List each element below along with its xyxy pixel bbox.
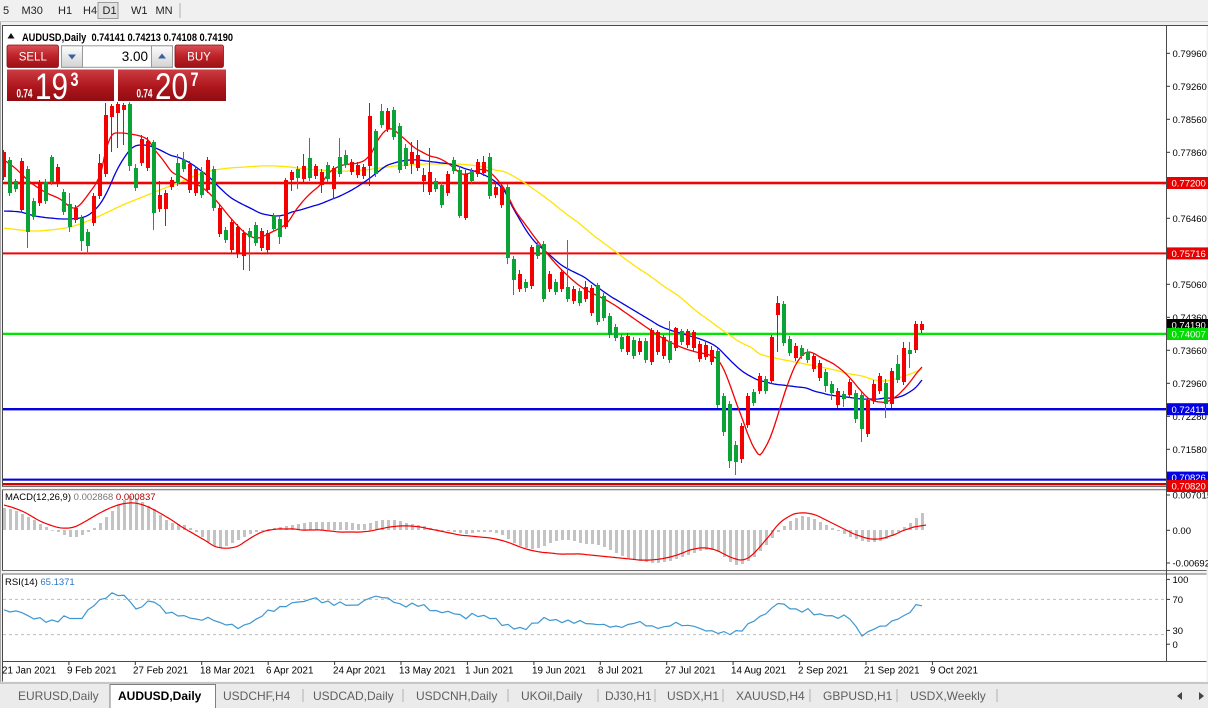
svg-text:0.70820: 0.70820	[1172, 482, 1206, 493]
svg-text:0.78560: 0.78560	[1173, 115, 1207, 126]
svg-text:20: 20	[155, 66, 188, 107]
svg-text:19 Jun 2021: 19 Jun 2021	[532, 666, 586, 677]
svg-text:0.79260: 0.79260	[1173, 82, 1207, 93]
svg-text:D1: D1	[103, 5, 117, 17]
svg-text:0.72411: 0.72411	[1172, 405, 1206, 416]
svg-text:0.007015: 0.007015	[1173, 491, 1208, 502]
svg-text:9 Oct 2021: 9 Oct 2021	[930, 666, 978, 677]
svg-text:7: 7	[191, 70, 199, 91]
svg-text:5: 5	[3, 5, 9, 17]
svg-text:UKOil,Daily: UKOil,Daily	[521, 689, 582, 703]
svg-text:H1: H1	[58, 5, 72, 17]
svg-text:DJ30,H1: DJ30,H1	[605, 689, 652, 703]
svg-text:USDCHF,H4: USDCHF,H4	[223, 689, 291, 703]
svg-text:19: 19	[35, 66, 68, 107]
svg-text:0.74190: 0.74190	[1172, 321, 1206, 332]
svg-text:AUDUSD,Daily 0.74141 0.74213: AUDUSD,Daily 0.74141 0.74213 0.74108 0.7…	[22, 32, 233, 44]
svg-text:USDCAD,Daily: USDCAD,Daily	[313, 689, 394, 703]
svg-text:USDX,Weekly: USDX,Weekly	[910, 689, 986, 703]
svg-text:18 Mar 2021: 18 Mar 2021	[200, 666, 255, 677]
svg-text:0.74360: 0.74360	[1173, 313, 1207, 324]
svg-text:GBPUSD,H1: GBPUSD,H1	[823, 689, 893, 703]
svg-text:9 Feb 2021: 9 Feb 2021	[67, 666, 117, 677]
svg-text:70: 70	[1173, 595, 1184, 606]
svg-text:0.72280: 0.72280	[1173, 412, 1207, 423]
svg-text:H4: H4	[83, 5, 97, 17]
svg-text:USDX,H1: USDX,H1	[667, 689, 719, 703]
svg-text:EURUSD,Daily: EURUSD,Daily	[18, 689, 99, 703]
svg-text:0.74007: 0.74007	[1172, 330, 1206, 341]
svg-text:27 Jul 2021: 27 Jul 2021	[665, 666, 716, 677]
svg-text:W1: W1	[131, 5, 148, 17]
svg-text:0.79960: 0.79960	[1173, 49, 1207, 60]
svg-text:0.73660: 0.73660	[1173, 346, 1207, 357]
svg-text:0.00: 0.00	[1173, 526, 1192, 537]
svg-text:24 Apr 2021: 24 Apr 2021	[333, 666, 386, 677]
svg-text:0.77200: 0.77200	[1172, 179, 1206, 190]
svg-text:0.75716: 0.75716	[1172, 249, 1206, 260]
svg-text:30: 30	[1173, 626, 1184, 637]
svg-text:USDCNH,Daily: USDCNH,Daily	[416, 689, 497, 703]
svg-text:MACD(12,26,9) 0.002868 0.00083: MACD(12,26,9) 0.002868 0.000837	[5, 492, 156, 503]
svg-text:0.70826: 0.70826	[1172, 473, 1206, 484]
svg-text:0.74: 0.74	[17, 87, 33, 101]
svg-text:M30: M30	[22, 5, 43, 17]
svg-text:RSI(14) 65.1371: RSI(14) 65.1371	[5, 577, 75, 588]
svg-text:14 Aug 2021: 14 Aug 2021	[731, 666, 786, 677]
svg-text:SELL: SELL	[19, 52, 48, 64]
svg-text:0.75060: 0.75060	[1173, 280, 1207, 291]
svg-text:3.00: 3.00	[122, 49, 148, 64]
svg-text:AUDUSD,Daily: AUDUSD,Daily	[118, 689, 202, 703]
svg-text:21 Sep 2021: 21 Sep 2021	[864, 666, 920, 677]
svg-text:0.72960: 0.72960	[1173, 379, 1207, 390]
svg-text:8 Jul 2021: 8 Jul 2021	[598, 666, 643, 677]
svg-text:6 Apr 2021: 6 Apr 2021	[266, 666, 313, 677]
svg-text:3: 3	[71, 70, 79, 91]
svg-text:BUY: BUY	[187, 52, 211, 64]
svg-text:0.71580: 0.71580	[1173, 445, 1207, 456]
svg-text:1 Jun 2021: 1 Jun 2021	[465, 666, 513, 677]
svg-text:0: 0	[1173, 640, 1178, 651]
svg-text:2 Sep 2021: 2 Sep 2021	[798, 666, 848, 677]
svg-text:27 Feb 2021: 27 Feb 2021	[133, 666, 188, 677]
svg-text:-0.006923: -0.006923	[1173, 559, 1208, 570]
svg-text:MN: MN	[156, 5, 173, 17]
svg-text:13 May 2021: 13 May 2021	[399, 666, 456, 677]
svg-text:0.77860: 0.77860	[1173, 148, 1207, 159]
svg-text:0.74: 0.74	[137, 87, 153, 101]
svg-text:100: 100	[1173, 575, 1189, 586]
svg-text:21 Jan 2021: 21 Jan 2021	[2, 666, 56, 677]
svg-text:0.76460: 0.76460	[1173, 214, 1207, 225]
svg-text:XAUUSD,H4: XAUUSD,H4	[736, 689, 805, 703]
